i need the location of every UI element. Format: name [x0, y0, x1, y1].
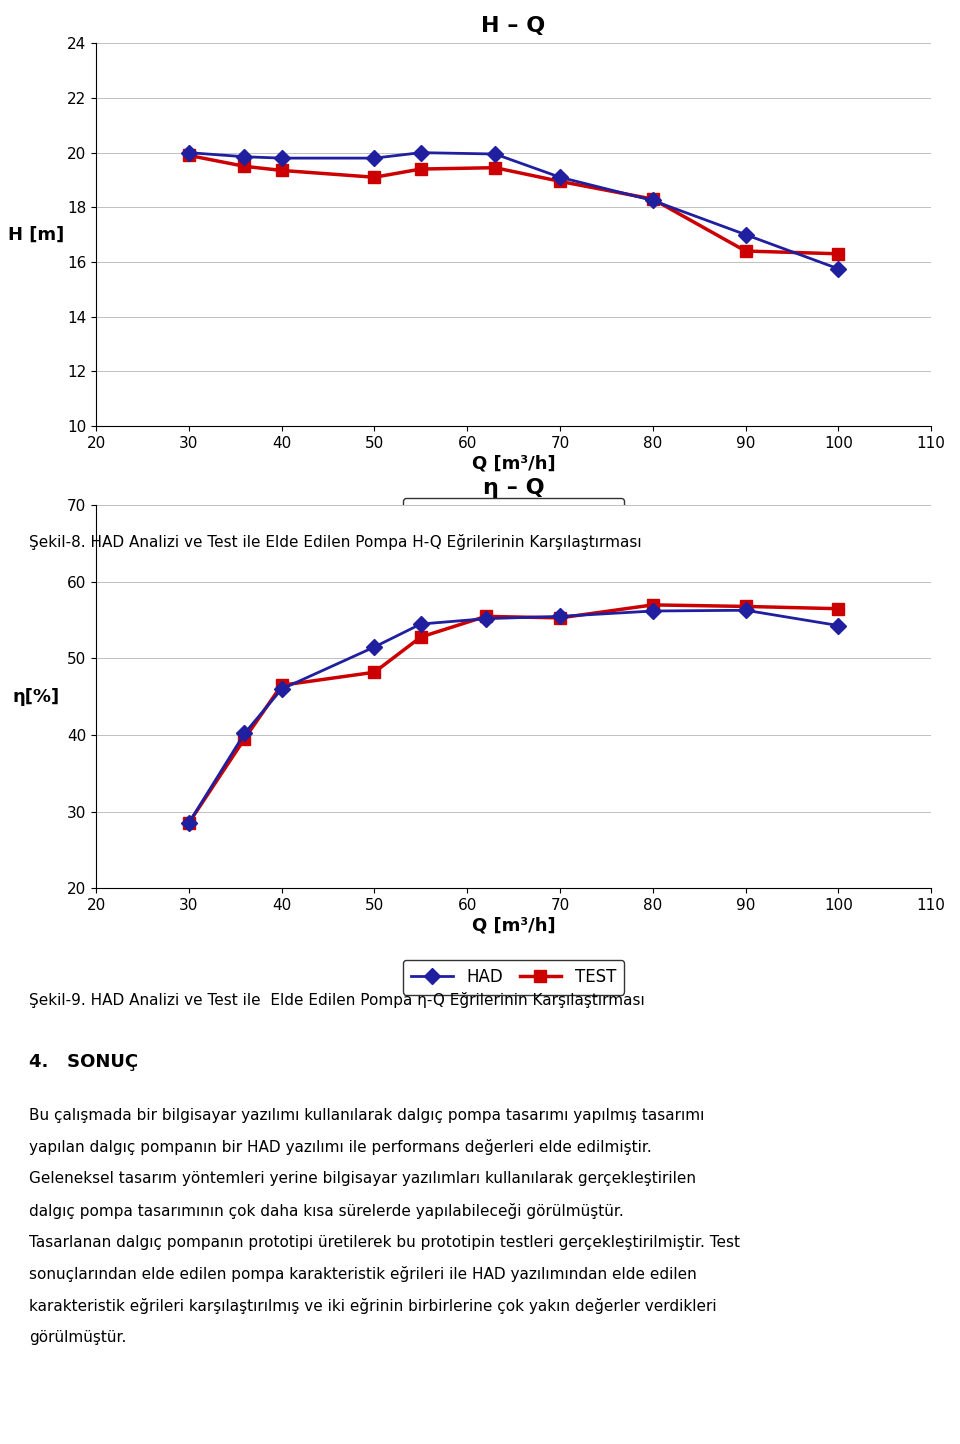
- Legend: HAD, TEST: HAD, TEST: [403, 960, 624, 995]
- Text: Geleneksel tasarım yöntemleri yerine bilgisayar yazılımları kullanılarak gerçekl: Geleneksel tasarım yöntemleri yerine bil…: [29, 1171, 696, 1186]
- Y-axis label: H [m]: H [m]: [9, 225, 64, 244]
- X-axis label: Q [m³/h]: Q [m³/h]: [471, 455, 556, 472]
- X-axis label: Q [m³/h]: Q [m³/h]: [471, 917, 556, 934]
- Text: dalgıç pompa tasarımının çok daha kısa sürelerde yapılabileceği görülmüştür.: dalgıç pompa tasarımının çok daha kısa s…: [29, 1203, 624, 1219]
- Text: Şekil-9. HAD Analizi ve Test ile  Elde Edilen Pompa η-Q Eğrilerinin Karşılaştırm: Şekil-9. HAD Analizi ve Test ile Elde Ed…: [29, 992, 644, 1008]
- Text: Bu çalışmada bir bilgisayar yazılımı kullanılarak dalgıç pompa tasarımı yapılmış: Bu çalışmada bir bilgisayar yazılımı kul…: [29, 1108, 705, 1122]
- Text: yapılan dalgıç pompanın bir HAD yazılımı ile performans değerleri elde edilmişti: yapılan dalgıç pompanın bir HAD yazılımı…: [29, 1139, 652, 1155]
- Text: sonuçlarından elde edilen pompa karakteristik eğrileri ile HAD yazılımından elde: sonuçlarından elde edilen pompa karakter…: [29, 1266, 697, 1282]
- Legend: HAD, TEST: HAD, TEST: [403, 498, 624, 533]
- Text: görülmüştür.: görülmüştür.: [29, 1330, 126, 1344]
- Text: Şekil-8. HAD Analizi ve Test ile Elde Edilen Pompa H-Q Eğrilerinin Karşılaştırma: Şekil-8. HAD Analizi ve Test ile Elde Ed…: [29, 534, 641, 550]
- Title: H – Q: H – Q: [482, 16, 545, 36]
- Text: karakteristik eğrileri karşılaştırılmış ve iki eğrinin birbirlerine çok yakın de: karakteristik eğrileri karşılaştırılmış …: [29, 1298, 716, 1314]
- Text: 4.   SONUÇ: 4. SONUÇ: [29, 1053, 138, 1070]
- Text: Tasarlanan dalgıç pompanın prototipi üretilerek bu prototipin testleri gerçekleş: Tasarlanan dalgıç pompanın prototipi üre…: [29, 1235, 740, 1249]
- Y-axis label: η[%]: η[%]: [12, 687, 60, 706]
- Title: η – Q: η – Q: [483, 478, 544, 498]
